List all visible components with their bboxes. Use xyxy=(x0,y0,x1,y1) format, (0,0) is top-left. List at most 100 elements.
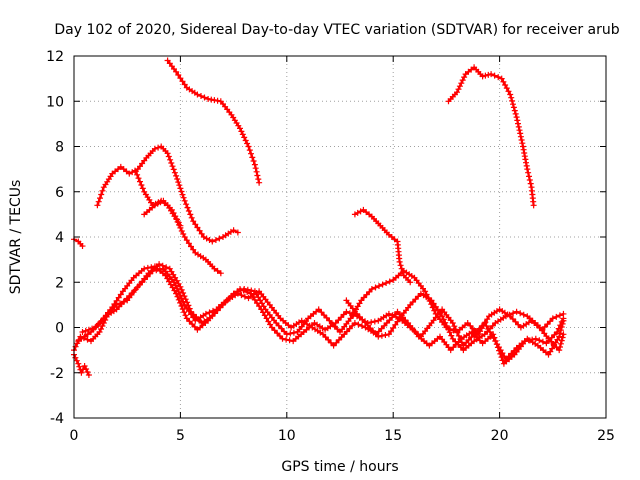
data-point xyxy=(255,176,262,183)
series-late-a xyxy=(445,64,537,209)
data-point xyxy=(217,270,224,277)
data-point xyxy=(443,322,450,329)
data-point xyxy=(98,191,105,198)
data-point xyxy=(368,319,375,326)
data-point xyxy=(148,264,155,271)
data-point xyxy=(526,177,533,183)
data-point xyxy=(171,279,177,286)
data-point xyxy=(557,322,564,329)
data-point xyxy=(82,327,89,334)
data-point xyxy=(85,372,92,379)
data-point xyxy=(286,337,293,344)
data-point xyxy=(159,262,166,269)
data-point xyxy=(359,316,366,323)
data-point xyxy=(254,300,260,307)
data-point xyxy=(471,331,478,338)
data-point xyxy=(325,336,332,343)
data-point xyxy=(556,347,563,354)
data-point xyxy=(349,322,356,329)
data-point xyxy=(496,347,503,354)
data-point xyxy=(508,94,515,101)
data-point xyxy=(141,265,148,272)
data-point xyxy=(185,208,192,214)
data-point xyxy=(523,159,529,166)
data-point xyxy=(481,331,488,338)
data-point xyxy=(168,206,175,213)
data-point xyxy=(175,288,182,295)
data-point xyxy=(188,243,194,250)
data-point xyxy=(527,180,534,187)
data-point xyxy=(510,310,517,317)
data-point xyxy=(355,321,362,328)
data-point xyxy=(183,201,190,208)
data-point xyxy=(177,75,184,82)
data-point xyxy=(383,320,390,326)
data-point xyxy=(168,160,175,166)
data-point xyxy=(250,158,257,164)
data-point xyxy=(81,333,88,340)
data-point xyxy=(187,211,194,218)
data-point xyxy=(94,321,101,328)
data-point xyxy=(139,185,146,192)
data-point xyxy=(144,264,151,271)
data-point xyxy=(177,283,184,290)
data-point xyxy=(360,294,367,301)
data-point xyxy=(175,72,182,78)
data-point xyxy=(188,311,194,318)
data-point xyxy=(429,304,436,311)
data-point xyxy=(522,338,529,345)
data-point xyxy=(526,173,532,180)
data-point xyxy=(190,314,197,321)
data-point xyxy=(174,176,181,182)
data-point xyxy=(455,341,462,348)
data-point xyxy=(230,227,237,234)
data-point xyxy=(510,101,516,108)
data-point xyxy=(494,344,501,351)
data-point xyxy=(509,316,516,322)
series-line xyxy=(96,145,239,243)
data-point xyxy=(135,175,142,182)
data-point xyxy=(245,143,252,150)
data-point xyxy=(175,179,182,186)
data-point xyxy=(253,168,260,175)
data-point xyxy=(281,328,288,335)
data-point xyxy=(499,357,506,364)
data-point xyxy=(246,147,253,154)
data-point xyxy=(256,303,263,310)
data-point xyxy=(454,329,461,336)
data-point xyxy=(516,127,523,134)
data-point xyxy=(181,81,188,88)
data-point xyxy=(422,288,429,295)
data-point xyxy=(383,280,390,286)
data-point xyxy=(525,169,532,176)
data-point xyxy=(549,315,556,322)
series-mid-a xyxy=(351,206,414,286)
y-axis-label: SDTVAR / TECUs xyxy=(8,180,24,295)
data-point xyxy=(363,291,370,298)
data-point xyxy=(521,153,528,160)
data-point xyxy=(268,324,275,331)
data-point xyxy=(172,282,179,289)
data-point xyxy=(174,216,180,223)
data-point xyxy=(396,258,403,265)
data-point xyxy=(362,319,368,326)
data-point xyxy=(512,318,519,325)
data-point xyxy=(249,154,256,161)
data-point xyxy=(451,323,458,330)
y-tick-label: 2 xyxy=(55,275,64,291)
data-point xyxy=(465,336,472,343)
data-point xyxy=(248,287,255,294)
series-early-dip xyxy=(71,351,92,379)
data-point xyxy=(156,261,163,268)
data-point xyxy=(181,234,188,240)
data-point xyxy=(164,150,171,157)
data-point xyxy=(468,334,475,341)
data-point xyxy=(254,172,261,179)
data-point xyxy=(446,329,453,336)
data-point xyxy=(449,320,456,326)
data-point xyxy=(450,344,457,351)
data-point xyxy=(382,332,389,338)
data-point xyxy=(113,297,120,304)
data-point xyxy=(198,93,204,99)
data-point xyxy=(214,267,221,274)
